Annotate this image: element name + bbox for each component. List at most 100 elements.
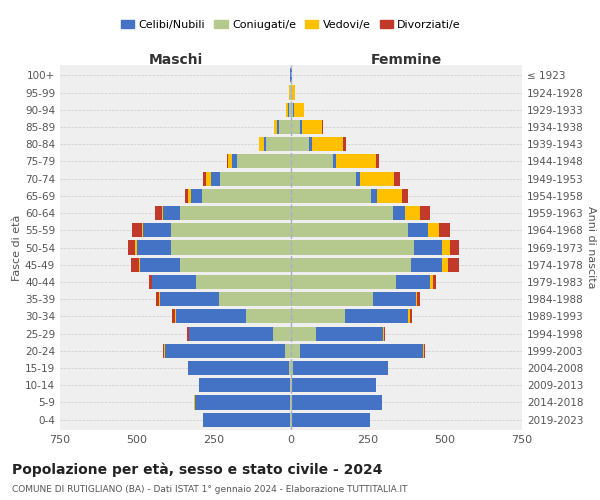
Bar <box>402 189 408 203</box>
Bar <box>449 240 459 254</box>
Bar <box>292 378 376 392</box>
Bar <box>143 223 171 238</box>
Bar <box>408 223 428 238</box>
Bar <box>195 396 290 409</box>
Bar <box>439 223 449 238</box>
Bar <box>408 310 410 324</box>
Bar <box>180 258 291 272</box>
Bar <box>433 275 436 289</box>
Bar <box>291 120 300 134</box>
Bar <box>278 120 291 134</box>
Bar <box>289 86 290 100</box>
Bar <box>137 240 171 254</box>
Bar <box>185 189 188 203</box>
Text: Femmine: Femmine <box>371 52 442 66</box>
Bar <box>416 292 417 306</box>
Legend: Celibi/Nubili, Coniugati/e, Vedovi/e, Divorziati/e: Celibi/Nubili, Coniugati/e, Vedovi/e, Di… <box>116 16 466 34</box>
Bar <box>203 172 206 185</box>
Bar <box>131 258 139 272</box>
Bar <box>371 189 377 203</box>
Bar <box>163 206 180 220</box>
Bar <box>291 378 292 392</box>
Bar <box>180 206 291 220</box>
Bar <box>291 206 392 220</box>
Bar <box>343 137 346 152</box>
Bar <box>295 102 304 117</box>
Bar <box>227 154 229 168</box>
Bar <box>285 344 291 358</box>
Bar <box>290 68 291 82</box>
Bar <box>140 258 180 272</box>
Bar <box>274 120 277 134</box>
Bar <box>430 275 433 289</box>
Bar <box>345 310 408 324</box>
Bar <box>291 275 396 289</box>
Bar <box>139 258 140 272</box>
Bar <box>291 292 373 306</box>
Bar <box>291 326 316 340</box>
Bar <box>291 137 310 152</box>
Bar <box>384 326 385 340</box>
Text: Popolazione per età, sesso e stato civile - 2024: Popolazione per età, sesso e stato civil… <box>12 462 383 477</box>
Bar <box>290 378 291 392</box>
Bar <box>291 344 300 358</box>
Bar <box>286 102 287 117</box>
Bar <box>291 412 292 426</box>
Bar <box>142 223 143 238</box>
Bar <box>171 223 291 238</box>
Bar <box>448 258 459 272</box>
Bar <box>133 223 142 238</box>
Bar <box>289 102 291 117</box>
Bar <box>414 240 442 254</box>
Bar <box>373 292 416 306</box>
Bar <box>292 412 370 426</box>
Bar <box>293 102 295 117</box>
Bar <box>410 310 412 324</box>
Bar <box>136 240 137 254</box>
Bar <box>171 240 291 254</box>
Bar <box>229 154 232 168</box>
Y-axis label: Anni di nascita: Anni di nascita <box>586 206 596 289</box>
Bar <box>187 326 189 340</box>
Bar <box>161 206 163 220</box>
Bar <box>149 275 152 289</box>
Bar <box>211 172 220 185</box>
Bar <box>300 344 424 358</box>
Bar <box>206 172 211 185</box>
Bar <box>164 344 165 358</box>
Bar <box>220 172 291 185</box>
Bar <box>290 396 291 409</box>
Bar <box>411 258 442 272</box>
Bar <box>163 344 164 358</box>
Bar <box>289 361 291 375</box>
Bar <box>356 172 360 185</box>
Bar <box>189 326 190 340</box>
Bar <box>232 154 237 168</box>
Bar <box>424 344 425 358</box>
Bar <box>292 396 382 409</box>
Bar <box>194 396 195 409</box>
Bar <box>360 172 394 185</box>
Bar <box>247 310 291 324</box>
Bar <box>291 258 411 272</box>
Bar <box>272 326 291 340</box>
Bar <box>191 189 202 203</box>
Bar <box>392 206 405 220</box>
Bar <box>203 412 290 426</box>
Bar <box>188 189 191 203</box>
Bar <box>291 154 332 168</box>
Y-axis label: Fasce di età: Fasce di età <box>12 214 22 280</box>
Bar <box>442 240 449 254</box>
Bar <box>335 154 376 168</box>
Bar <box>266 137 291 152</box>
Bar <box>291 223 408 238</box>
Bar <box>155 206 161 220</box>
Bar <box>312 137 343 152</box>
Bar <box>316 326 383 340</box>
Bar <box>291 102 293 117</box>
Bar <box>218 292 291 306</box>
Bar <box>300 120 302 134</box>
Bar <box>264 137 266 152</box>
Bar <box>287 102 289 117</box>
Bar <box>421 206 430 220</box>
